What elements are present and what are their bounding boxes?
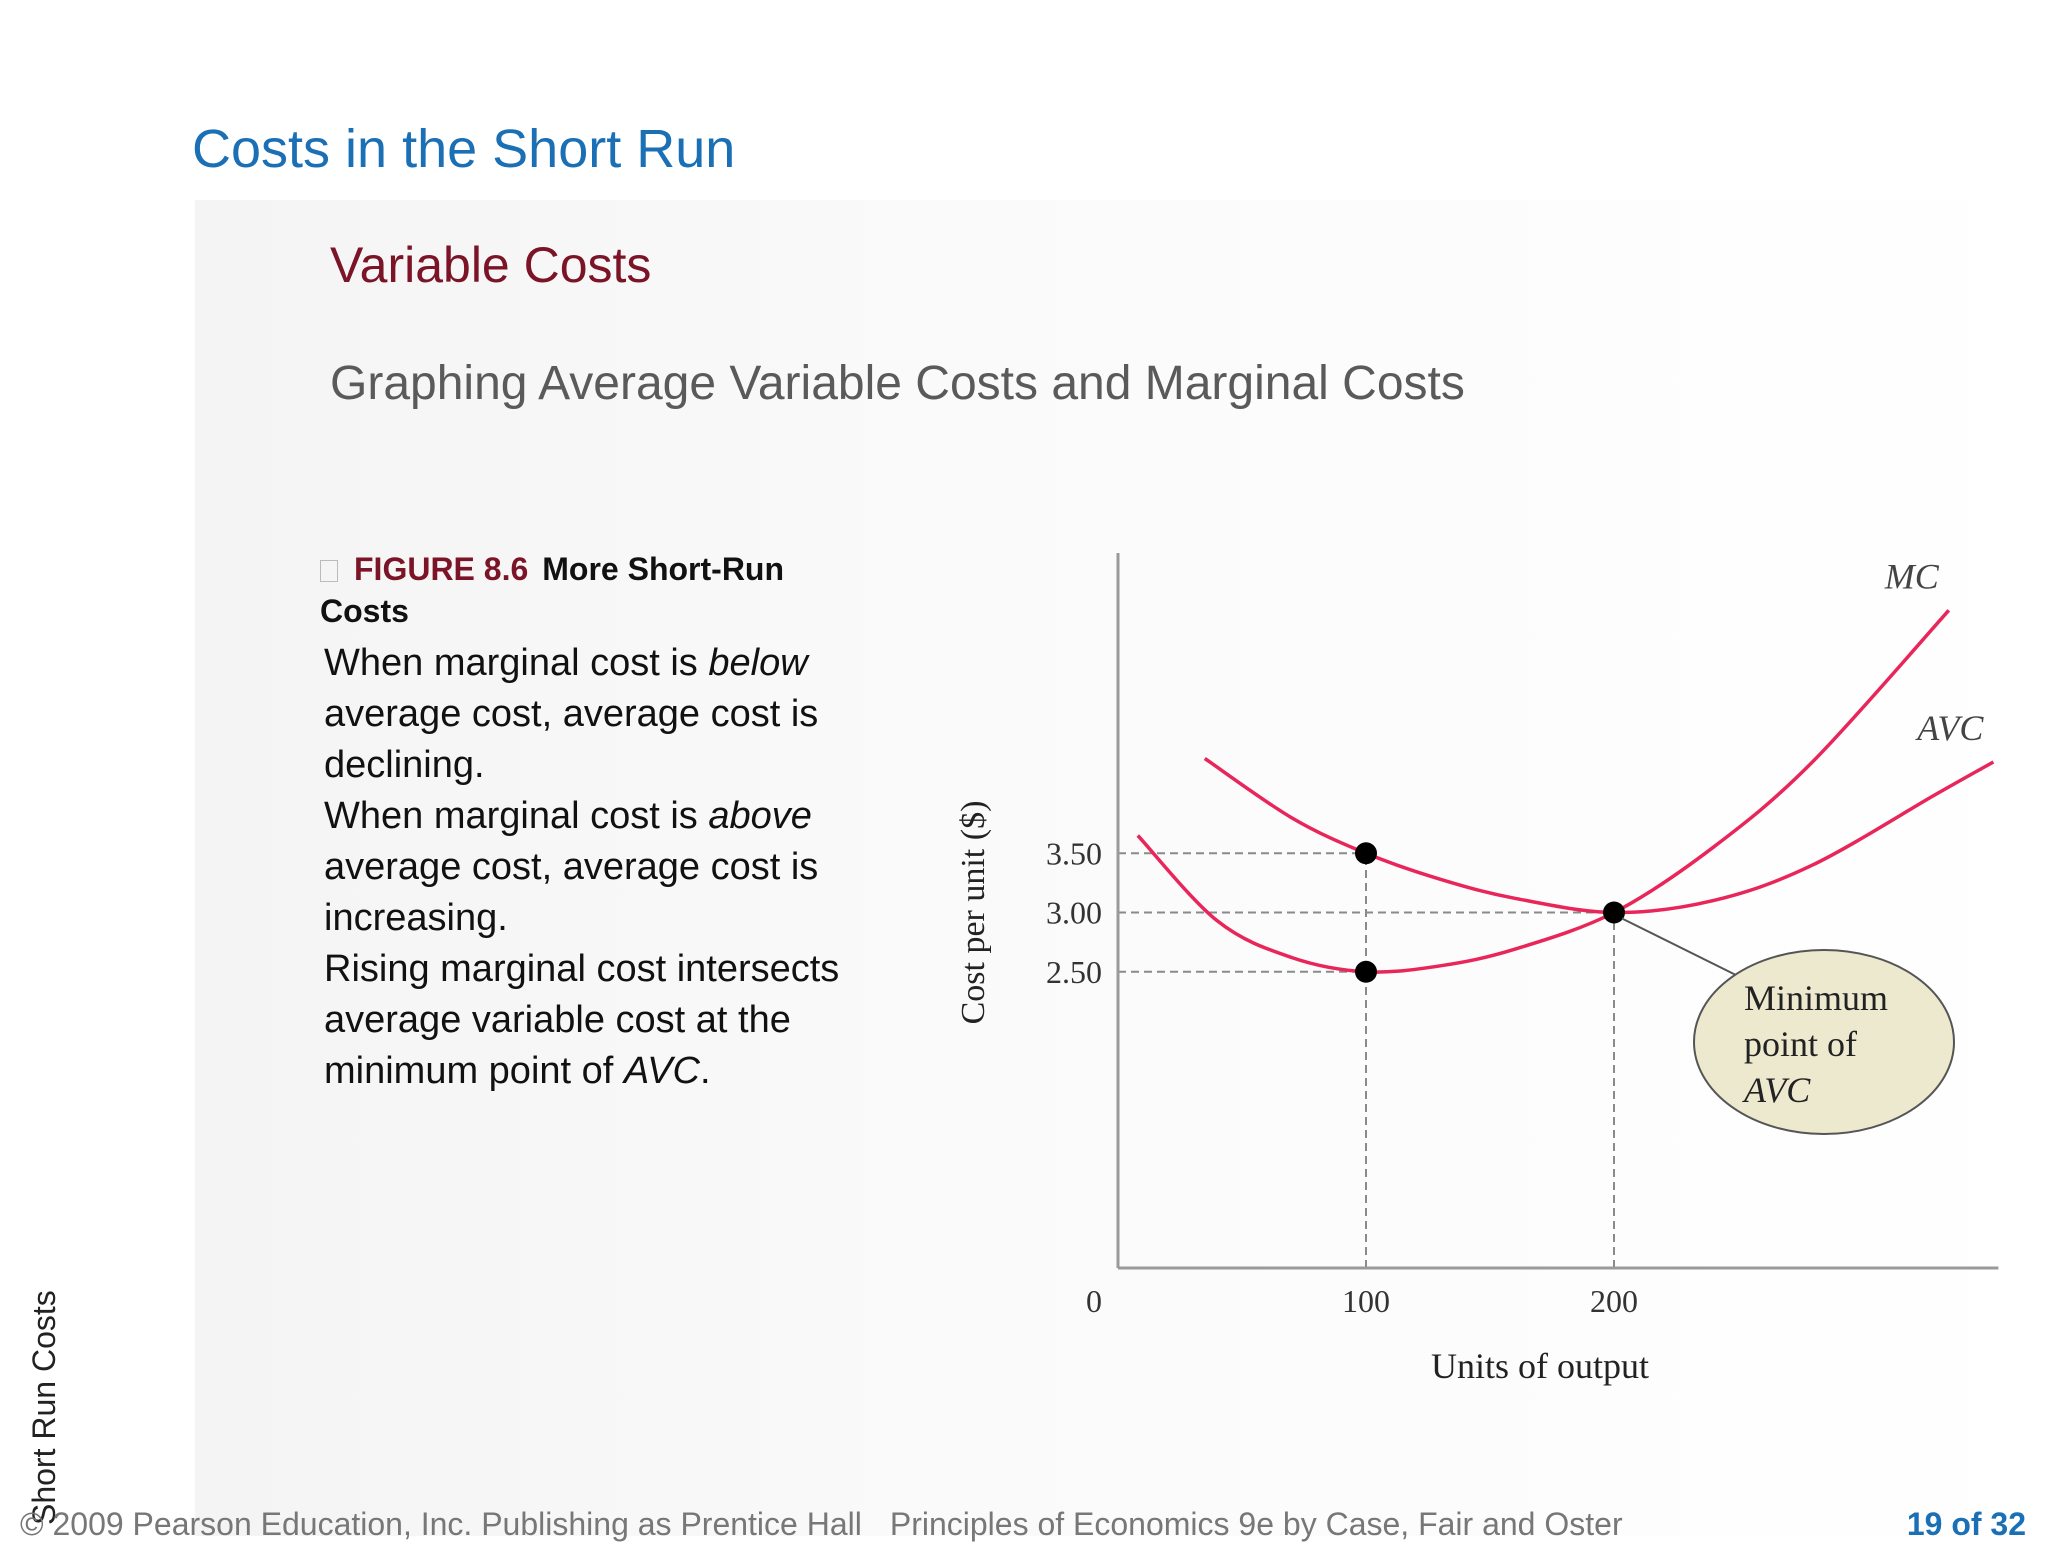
x-tick-label-0: 0 <box>1086 1283 1102 1319</box>
description-line-3: Rising marginal cost intersects average … <box>324 948 840 1092</box>
footer: © 2009 Pearson Education, Inc. Publishin… <box>20 1506 1623 1543</box>
y-tick-label-1: 3.00 <box>1046 895 1102 931</box>
chart-labels: 2.50 3.00 3.50 0 100 200 Units of output Cost p… <box>955 556 1984 1386</box>
callout-ellipse <box>1693 949 1955 1135</box>
guide-lines <box>1118 852 1615 1268</box>
slide-background <box>195 200 2048 1536</box>
series-label-avc: AVC <box>1915 708 1984 748</box>
data-point-0 <box>1355 842 1377 865</box>
slide-title: Costs in the Short Run <box>192 119 736 179</box>
data-points <box>1355 842 1625 983</box>
side-label: Short Run Costs <box>26 1290 62 1525</box>
checkbox-bullet-icon <box>320 560 338 582</box>
copyright: © 2009 Pearson Education, Inc. Publishin… <box>20 1506 862 1542</box>
figure-number: FIGURE 8.6 <box>354 551 529 587</box>
series-lines <box>1136 609 1995 974</box>
figure-caption: More Short-Run Costs <box>320 551 785 629</box>
slide-subtitle: Variable Costs <box>330 237 652 293</box>
series-line-mc <box>1136 609 1951 974</box>
y-axis-title: Cost per unit ($) <box>955 801 992 1025</box>
book-title: Principles of Economics 9e by Case, Fair… <box>889 1506 1623 1542</box>
series-line-avc <box>1203 757 1995 915</box>
data-point-2 <box>1603 901 1625 924</box>
x-tick-label-1: 100 <box>1342 1283 1390 1319</box>
x-tick-label-2: 200 <box>1590 1283 1638 1319</box>
x-axis-title: Units of output <box>1431 1346 1649 1386</box>
description-line-2: When marginal cost is above average cost… <box>324 795 819 939</box>
callout-text-line-1: point of <box>1744 1024 1857 1064</box>
axes <box>1116 553 1999 1270</box>
data-point-1 <box>1355 960 1377 983</box>
slide-subsubtitle: Graphing Average Variable Costs and Marg… <box>330 357 1465 410</box>
callout: Minimum point of AVC <box>1621 917 1955 1135</box>
cost-chart: 2.50 3.00 3.50 0 100 200 Units of output Cost p… <box>955 553 1999 1386</box>
y-tick-label-2: 3.50 <box>1046 835 1102 871</box>
description-line-1: When marginal cost is below average cost… <box>324 642 819 786</box>
figure-description: When marginal cost is below average cost… <box>324 638 924 1097</box>
page-number: 19 of 32 <box>1906 1506 2026 1542</box>
figure-heading: FIGURE 8.6 More Short-Run Costs <box>320 548 880 632</box>
series-label-mc: MC <box>1884 556 1940 596</box>
callout-text-line-0: Minimum <box>1744 978 1888 1018</box>
callout-text-line-2: AVC <box>1742 1070 1811 1110</box>
y-tick-label-0: 2.50 <box>1046 954 1102 990</box>
callout-leader-line <box>1621 917 1755 985</box>
